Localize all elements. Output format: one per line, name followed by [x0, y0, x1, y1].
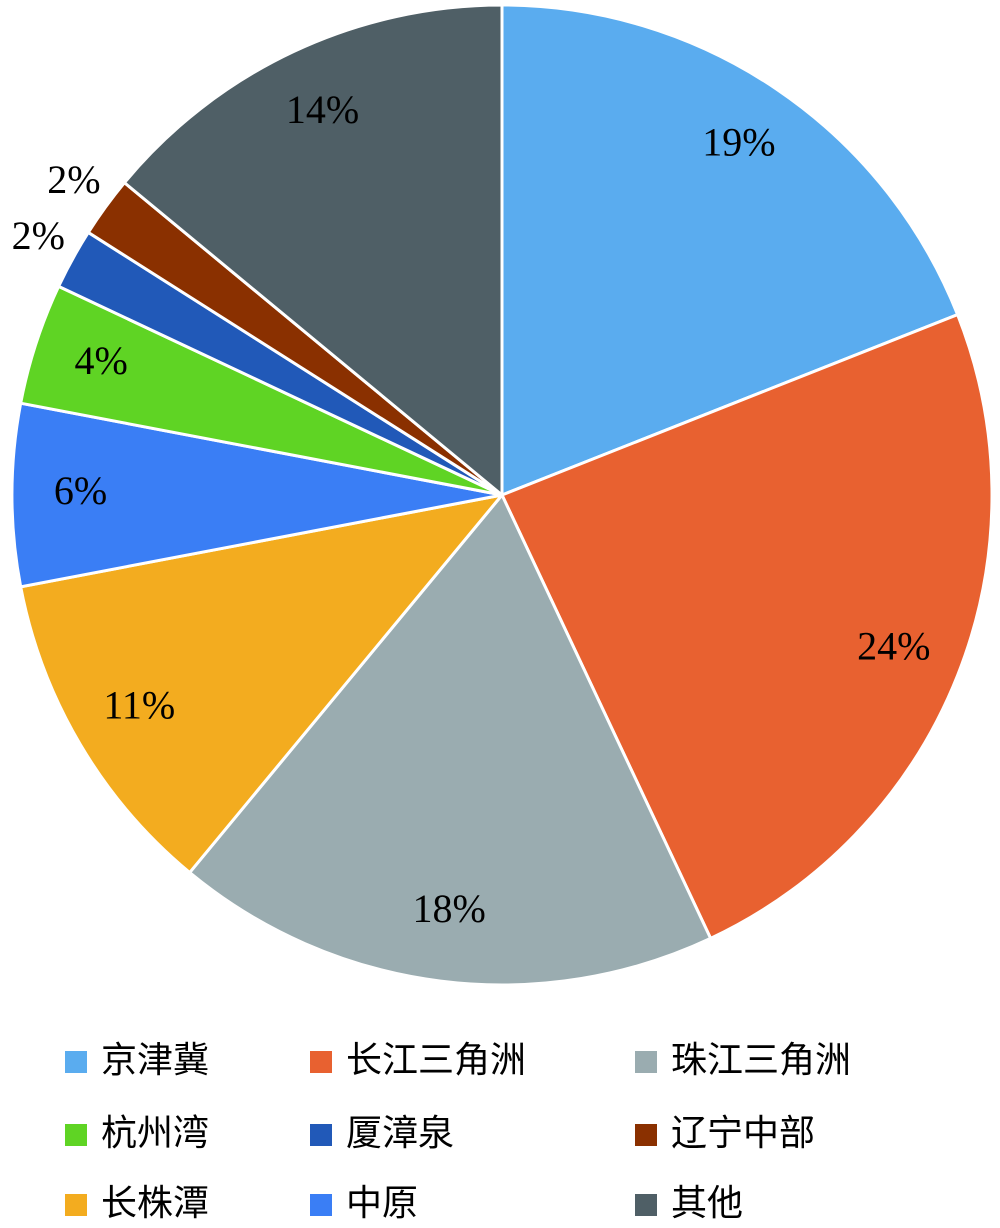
legend-label: 中原	[346, 1183, 418, 1224]
pie-slice	[499, 312, 994, 941]
legend-swatch	[635, 1194, 657, 1216]
pie-slice	[187, 492, 713, 987]
legend-label: 京津冀	[101, 1040, 209, 1081]
legend-label: 杭州湾	[101, 1113, 209, 1154]
data-label: 4%	[75, 338, 128, 383]
data-label: 6%	[54, 468, 107, 513]
legend-label: 辽宁中部	[671, 1113, 815, 1154]
data-label: 18%	[413, 886, 486, 931]
pie-slice	[122, 3, 504, 499]
legend-swatch	[65, 1051, 87, 1073]
legend-swatch	[65, 1124, 87, 1146]
legend-swatch	[635, 1051, 657, 1073]
legend-label: 珠江三角洲	[671, 1040, 851, 1081]
legend-label: 厦漳泉	[346, 1113, 454, 1154]
legend-swatch	[310, 1124, 332, 1146]
legend-label: 其他	[671, 1183, 743, 1224]
data-label: 14%	[286, 87, 359, 132]
data-label: 2%	[47, 157, 100, 202]
data-label: 11%	[103, 683, 175, 728]
legend-label: 长株潭	[101, 1183, 209, 1224]
legend-swatch	[65, 1194, 87, 1216]
data-label: 2%	[12, 213, 65, 258]
legend-swatch	[310, 1194, 332, 1216]
pie-slice	[10, 401, 503, 589]
data-label: 24%	[857, 623, 930, 668]
legend-swatch	[635, 1124, 657, 1146]
legend-label: 长江三角洲	[346, 1040, 526, 1081]
pie-slice	[18, 492, 506, 875]
data-label: 19%	[702, 120, 775, 165]
legend-swatch	[310, 1051, 332, 1073]
pie-slice	[500, 3, 960, 498]
